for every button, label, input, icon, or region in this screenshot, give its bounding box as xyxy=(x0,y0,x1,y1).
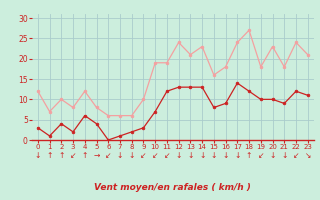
Text: ↓: ↓ xyxy=(187,151,194,160)
Text: ↑: ↑ xyxy=(82,151,88,160)
Text: ↓: ↓ xyxy=(129,151,135,160)
Text: ↘: ↘ xyxy=(305,151,311,160)
Text: ↓: ↓ xyxy=(199,151,205,160)
Text: ↓: ↓ xyxy=(211,151,217,160)
Text: Vent moyen/en rafales ( km/h ): Vent moyen/en rafales ( km/h ) xyxy=(94,183,251,192)
Text: ↙: ↙ xyxy=(140,151,147,160)
Text: ↙: ↙ xyxy=(152,151,158,160)
Text: ↓: ↓ xyxy=(222,151,229,160)
Text: ↙: ↙ xyxy=(258,151,264,160)
Text: ↓: ↓ xyxy=(269,151,276,160)
Text: ↓: ↓ xyxy=(281,151,287,160)
Text: ↑: ↑ xyxy=(246,151,252,160)
Text: →: → xyxy=(93,151,100,160)
Text: ↓: ↓ xyxy=(175,151,182,160)
Text: ↓: ↓ xyxy=(35,151,41,160)
Text: ↑: ↑ xyxy=(46,151,53,160)
Text: ↙: ↙ xyxy=(293,151,299,160)
Text: ↙: ↙ xyxy=(105,151,111,160)
Text: ↙: ↙ xyxy=(164,151,170,160)
Text: ↑: ↑ xyxy=(58,151,65,160)
Text: ↓: ↓ xyxy=(117,151,123,160)
Text: ↓: ↓ xyxy=(234,151,241,160)
Text: ↙: ↙ xyxy=(70,151,76,160)
